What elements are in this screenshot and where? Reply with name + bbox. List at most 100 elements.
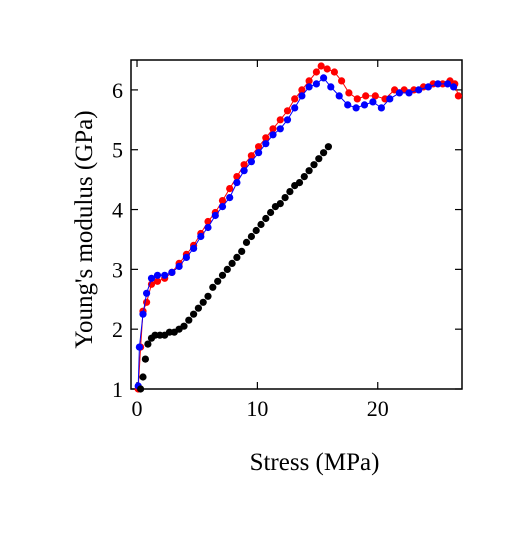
- data-point: [315, 155, 323, 163]
- data-point: [255, 143, 263, 151]
- data-point: [312, 80, 320, 88]
- data-point: [353, 95, 361, 103]
- data-point: [190, 310, 198, 318]
- data-point: [153, 271, 162, 279]
- data-point: [226, 185, 234, 193]
- data-point: [218, 271, 227, 279]
- y-tick-label: 1: [112, 377, 123, 402]
- series-line: [137, 65, 459, 390]
- data-point: [197, 232, 205, 241]
- data-point: [335, 92, 343, 100]
- data-point: [262, 140, 270, 148]
- data-point: [144, 340, 152, 348]
- y-tick-label: 2: [112, 317, 123, 342]
- data-point: [226, 194, 234, 202]
- data-point: [143, 289, 151, 297]
- data-point: [360, 101, 369, 109]
- data-point: [344, 101, 352, 109]
- x-tick-label: 0: [132, 396, 143, 421]
- series-2: [134, 74, 458, 390]
- data-point: [283, 107, 292, 115]
- y-tick-label: 5: [112, 138, 123, 163]
- data-point: [209, 283, 217, 291]
- data-point: [305, 77, 313, 85]
- data-point: [371, 92, 379, 100]
- data-point: [161, 271, 169, 279]
- data-point: [276, 125, 284, 133]
- data-point: [267, 208, 275, 217]
- data-point: [139, 373, 147, 381]
- data-point: [247, 158, 255, 166]
- data-point: [295, 179, 304, 187]
- data-point: [386, 95, 394, 103]
- x-tick-label: 10: [246, 396, 268, 421]
- data-point: [377, 104, 385, 112]
- data-point: [147, 274, 156, 282]
- data-point: [168, 268, 176, 276]
- data-point: [233, 173, 241, 181]
- data-point: [204, 223, 212, 232]
- data-point: [286, 188, 294, 196]
- data-point: [141, 355, 149, 363]
- data-point: [204, 217, 212, 226]
- data-point: [139, 310, 147, 318]
- data-point: [352, 104, 360, 112]
- y-tick-label: 3: [112, 257, 123, 282]
- data-point: [312, 68, 320, 76]
- data-point: [454, 92, 462, 100]
- series-line: [137, 77, 454, 387]
- data-point: [450, 83, 458, 91]
- data-point: [143, 298, 151, 306]
- data-point: [247, 232, 255, 241]
- data-point: [233, 253, 241, 261]
- series-layer: [134, 62, 462, 393]
- data-point: [214, 277, 222, 285]
- data-point: [345, 89, 353, 97]
- data-point: [218, 197, 227, 205]
- data-point: [218, 203, 227, 211]
- data-point: [305, 83, 313, 91]
- data-point: [330, 68, 338, 76]
- data-point: [180, 322, 188, 330]
- series-3: [137, 143, 332, 393]
- data-point: [320, 149, 328, 157]
- data-point: [194, 304, 202, 312]
- data-point: [276, 200, 284, 208]
- axis-ticks: 0 10 20 1 2 3 4 5 6: [112, 60, 462, 421]
- data-point: [298, 86, 306, 94]
- data-point: [223, 265, 231, 273]
- data-point: [310, 161, 318, 169]
- data-point: [262, 134, 270, 142]
- data-point: [283, 116, 292, 124]
- data-point: [190, 244, 198, 252]
- data-point: [362, 92, 370, 100]
- y-axis-label: Young's modulus (GPa): [71, 110, 98, 348]
- data-point: [240, 161, 248, 169]
- data-point: [257, 220, 265, 229]
- data-point: [300, 173, 308, 181]
- data-point: [291, 104, 299, 112]
- data-point: [415, 86, 423, 94]
- data-point: [269, 131, 277, 139]
- data-point: [305, 167, 313, 175]
- data-point: [204, 292, 212, 300]
- data-point: [444, 80, 452, 88]
- data-point: [199, 298, 207, 306]
- data-point: [338, 77, 346, 85]
- data-point: [153, 277, 162, 285]
- data-point: [276, 116, 284, 124]
- plot-frame: [130, 59, 463, 390]
- data-point: [233, 179, 241, 187]
- data-point: [317, 62, 325, 70]
- x-axis-label: Stress (MPa): [250, 449, 380, 476]
- data-point: [137, 385, 145, 393]
- data-point: [238, 247, 246, 255]
- data-point: [434, 80, 442, 88]
- y-tick-label: 4: [112, 198, 123, 223]
- data-point: [281, 194, 289, 202]
- data-point: [240, 167, 248, 175]
- data-point: [424, 83, 432, 91]
- data-point: [175, 262, 183, 270]
- data-point: [211, 211, 219, 220]
